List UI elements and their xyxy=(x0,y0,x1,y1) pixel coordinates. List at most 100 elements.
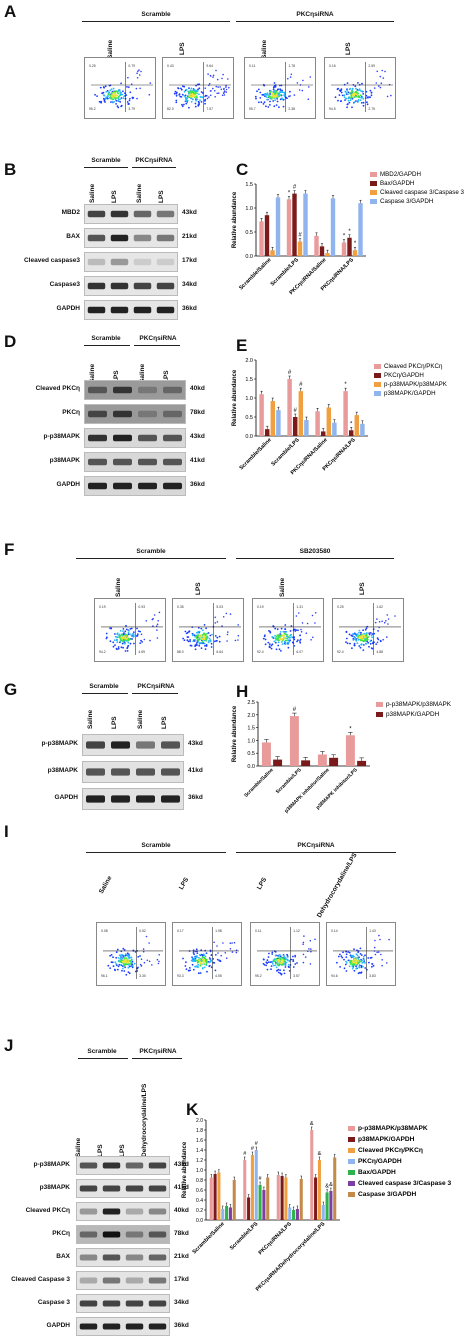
flow-event-dot xyxy=(210,642,213,645)
legend-swatch xyxy=(374,373,381,378)
flow-event-dot xyxy=(196,966,199,968)
flow-event-dot xyxy=(237,639,239,641)
flow-event-dot xyxy=(282,636,285,639)
flow-event-dot xyxy=(202,629,204,632)
bar xyxy=(348,430,354,436)
blot-row-label: BAX xyxy=(66,233,80,240)
flow-event-dot xyxy=(126,650,129,652)
flow-event-dot xyxy=(305,632,308,634)
flow-event-dot xyxy=(277,634,280,637)
flow-event-dot xyxy=(343,83,346,86)
blot-strip xyxy=(82,788,184,810)
legend-swatch xyxy=(348,1137,355,1142)
flow-event-dot xyxy=(127,966,130,969)
flow-event-dot xyxy=(126,959,128,961)
flow-event-dot xyxy=(366,103,369,106)
blot-row-label: PKCη xyxy=(62,409,80,416)
flow-event-dot xyxy=(309,939,312,942)
flow-event-dot xyxy=(289,630,292,632)
legend-entry: Bax/GAPDH xyxy=(358,1169,396,1176)
flow-event-dot xyxy=(133,631,135,634)
flow-event-dot xyxy=(267,961,270,963)
flow-event-dot xyxy=(190,89,192,92)
flow-event-dot xyxy=(280,650,282,652)
flow-event-dot xyxy=(360,635,362,638)
condition-label: Saline xyxy=(89,183,96,203)
flow-cytometry-plot: 0.14 1.43 94.6 3.83 xyxy=(326,922,396,986)
bar xyxy=(317,754,327,766)
condition-label: LPS xyxy=(179,42,186,55)
flow-event-dot xyxy=(302,941,305,944)
blot-band xyxy=(111,795,130,803)
flow-event-dot xyxy=(368,632,371,634)
flow-event-dot xyxy=(386,962,388,964)
flow-event-dot xyxy=(379,75,382,78)
flow-event-dot xyxy=(112,98,115,101)
blot-row-label: p-p38MAPK xyxy=(41,740,78,747)
y-tick-label: 1.6 xyxy=(196,1138,203,1144)
y-tick-label: 0.5 xyxy=(247,751,255,757)
flow-event-dot xyxy=(123,632,125,634)
flow-event-dot xyxy=(215,85,218,88)
flow-event-dot xyxy=(140,965,143,967)
flow-event-dot xyxy=(300,628,302,631)
flow-event-dot xyxy=(235,951,238,954)
flow-event-dot xyxy=(350,96,353,98)
flow-event-dot xyxy=(266,959,269,962)
flow-event-dot xyxy=(301,622,304,624)
bar xyxy=(320,431,326,436)
flow-event-dot xyxy=(274,954,277,957)
y-tick-label: 1.4 xyxy=(196,1148,203,1154)
flow-event-dot xyxy=(129,91,132,94)
blot-band xyxy=(79,1254,98,1261)
bar xyxy=(330,198,336,256)
flow-event-dot xyxy=(157,962,160,965)
blot-band xyxy=(163,482,182,490)
blot-band xyxy=(156,234,175,242)
quadrant-value: 0.25 xyxy=(337,605,344,609)
flow-event-dot xyxy=(114,644,116,646)
flow-event-dot xyxy=(184,630,187,633)
flow-event-dot xyxy=(143,638,146,641)
flow-event-dot xyxy=(207,73,209,75)
blot-strip xyxy=(84,404,186,424)
flow-event-dot xyxy=(127,960,130,962)
flow-event-dot xyxy=(127,644,130,647)
flow-event-dot xyxy=(121,642,124,645)
flow-event-dot xyxy=(188,630,191,632)
flow-event-dot xyxy=(189,639,191,641)
flow-event-dot xyxy=(212,76,214,78)
blot-band xyxy=(125,1300,144,1307)
flow-event-dot xyxy=(138,74,141,76)
flow-event-dot xyxy=(213,640,216,643)
blot-band xyxy=(102,1323,121,1330)
flow-event-dot xyxy=(343,958,345,961)
legend-swatch xyxy=(374,382,381,387)
flow-event-dot xyxy=(274,634,276,637)
flow-event-dot xyxy=(118,963,121,966)
flow-event-dot xyxy=(267,641,270,644)
flow-event-dot xyxy=(137,630,140,632)
flow-event-dot xyxy=(274,964,277,966)
flow-event-dot xyxy=(116,105,119,108)
flow-event-dot xyxy=(277,644,280,647)
flow-event-dot xyxy=(225,612,228,615)
condition-label: Saline xyxy=(97,874,114,895)
flow-event-dot xyxy=(206,961,208,964)
flow-event-dot xyxy=(225,91,227,93)
y-tick-label: 0.0 xyxy=(247,764,255,770)
flow-event-dot xyxy=(148,93,151,96)
group-label-pkc: PKCηsiRNA xyxy=(296,11,334,18)
flow-event-dot xyxy=(122,90,124,93)
flow-event-dot xyxy=(226,633,229,636)
flow-event-dot xyxy=(197,634,200,637)
flow-event-dot xyxy=(367,957,370,959)
blot-band xyxy=(111,768,130,776)
flow-event-dot xyxy=(271,643,274,646)
flow-event-dot xyxy=(201,967,204,969)
flow-event-dot xyxy=(127,102,130,105)
quadrant-value: 4.69 xyxy=(138,650,145,654)
flow-event-dot xyxy=(175,94,178,97)
flow-event-dot xyxy=(363,644,365,646)
flow-event-dot xyxy=(289,90,291,93)
